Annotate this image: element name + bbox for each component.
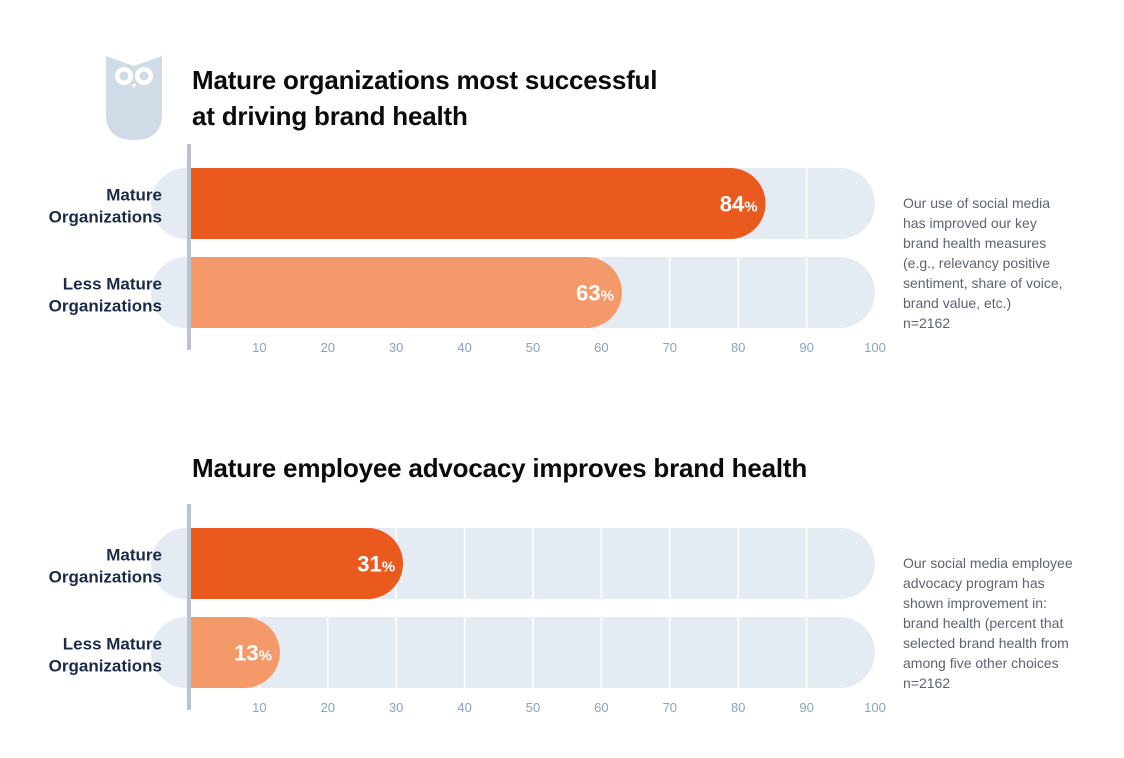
- tick-label: 20: [321, 700, 335, 715]
- data-label-value: 13: [234, 641, 258, 666]
- tick-label: 10: [252, 700, 266, 715]
- tick-label: 70: [663, 700, 677, 715]
- bar-track: [151, 617, 875, 688]
- note-line: selected brand health from: [903, 635, 1069, 651]
- bar: [191, 617, 280, 688]
- bar: [191, 528, 404, 599]
- category-label-line: Organizations: [49, 657, 162, 676]
- bar: [191, 257, 622, 328]
- note-line: brand value, etc.): [903, 295, 1012, 311]
- category-label: Mature Organizations: [49, 546, 162, 587]
- data-label: 63%: [576, 281, 614, 306]
- category-label-line: Less Mature: [63, 635, 162, 654]
- tick-label: 10: [252, 340, 266, 355]
- y-axis-line: [187, 504, 191, 710]
- note-line: Our social media employee: [903, 555, 1073, 571]
- category-label-line: Organizations: [49, 297, 162, 316]
- tick-label: 60: [594, 340, 608, 355]
- data-label-value: 84: [720, 192, 745, 217]
- tick-label: 80: [731, 700, 745, 715]
- note-line: n=2162: [903, 315, 951, 331]
- chart-note: Our use of social media has improved our …: [903, 193, 1103, 333]
- chart-panel-employee-advocacy: Mature employee advocacy improves brand …: [0, 380, 1124, 758]
- tick-label: 60: [594, 700, 608, 715]
- tick-label: 100: [864, 340, 886, 355]
- category-label-line: Less Mature: [63, 275, 162, 294]
- data-label: 13%: [234, 641, 272, 666]
- data-label: 84%: [720, 192, 758, 217]
- note-line: has improved our key: [903, 215, 1037, 231]
- data-label-unit: %: [259, 648, 272, 665]
- tick-label: 90: [799, 340, 813, 355]
- tick-label: 50: [526, 700, 540, 715]
- category-label: Less Mature Organizations: [49, 275, 162, 316]
- category-label: Less Mature Organizations: [49, 635, 162, 676]
- chart-panel-brand-health: Mature organizations most successful at …: [49, 65, 1103, 355]
- data-label-value: 31: [357, 552, 381, 577]
- note-line: sentiment, share of voice,: [903, 275, 1063, 291]
- category-label: Mature Organizations: [49, 186, 162, 227]
- tick-label: 20: [321, 340, 335, 355]
- tick-label: 80: [731, 340, 745, 355]
- category-label-line: Organizations: [49, 208, 162, 227]
- tick-label: 90: [799, 700, 813, 715]
- tick-label: 30: [389, 700, 403, 715]
- data-label-unit: %: [601, 288, 614, 305]
- bar: [191, 168, 766, 239]
- note-line: advocacy program has: [903, 575, 1045, 591]
- note-line: among five other choices: [903, 655, 1059, 671]
- bar-chart: 84% Mature Organizations 63% Less Mature Orga…: [49, 144, 886, 355]
- data-label-unit: %: [382, 559, 395, 576]
- note-line: brand health measures: [903, 235, 1047, 251]
- note-line: (e.g., relevancy positive: [903, 255, 1051, 271]
- y-axis-line: [187, 144, 191, 350]
- data-label: 31%: [357, 552, 395, 577]
- tick-label: 40: [457, 340, 471, 355]
- note-line: shown improvement in:: [903, 595, 1047, 611]
- data-label-value: 63: [576, 281, 600, 306]
- bar-chart: 31% Mature Organizations 13% Less Mature Orga…: [49, 504, 886, 715]
- note-line: Our use of social media: [903, 195, 1051, 211]
- note-line: n=2162: [903, 675, 951, 691]
- category-label-line: Mature: [106, 186, 162, 205]
- chart-title: Mature organizations most successful at …: [192, 65, 658, 131]
- category-label-line: Mature: [106, 546, 162, 565]
- data-label-unit: %: [744, 199, 757, 216]
- owl-logo-icon: [106, 56, 162, 140]
- note-line: brand health (percent that: [903, 615, 1064, 631]
- tick-label: 100: [864, 700, 886, 715]
- tick-label: 40: [457, 700, 471, 715]
- tick-label: 70: [663, 340, 677, 355]
- category-label-line: Organizations: [49, 568, 162, 587]
- tick-label: 50: [526, 340, 540, 355]
- tick-label: 30: [389, 340, 403, 355]
- chart-title: Mature employee advocacy improves brand …: [192, 453, 808, 483]
- chart-note: Our social media employee advocacy progra…: [903, 553, 1103, 693]
